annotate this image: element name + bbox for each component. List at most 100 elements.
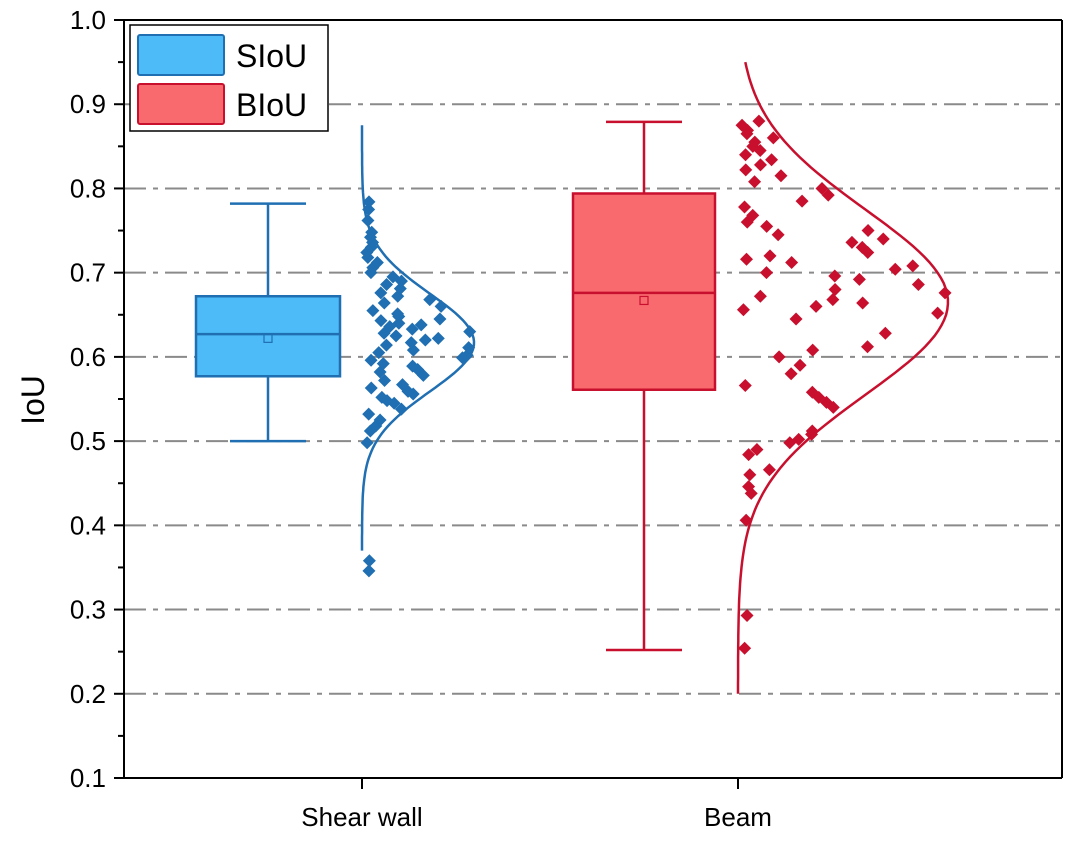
data-point [906, 259, 920, 273]
density-curve [360, 125, 476, 551]
data-point [392, 316, 406, 330]
data-point [738, 200, 752, 214]
legend: SIoU BIoU [129, 24, 329, 132]
data-point [938, 286, 952, 300]
data-point [434, 299, 448, 313]
data-point [404, 336, 418, 350]
data-point [748, 135, 762, 149]
data-point [828, 269, 842, 283]
data-point [735, 118, 749, 132]
data-point [878, 326, 892, 340]
data-point [405, 322, 419, 336]
data-point [739, 163, 753, 177]
data-point [379, 338, 393, 352]
data-point [789, 312, 803, 326]
data-point [736, 303, 750, 317]
legend-label-biou: BIoU [236, 87, 307, 123]
data-point [366, 304, 380, 318]
data-point [861, 224, 875, 238]
data-point [376, 357, 390, 371]
data-point [362, 407, 376, 421]
y-tick-label: 0.9 [70, 89, 106, 119]
data-point [370, 256, 384, 270]
data-point [360, 436, 374, 450]
y-tick-label: 0.2 [70, 679, 106, 709]
axes [114, 19, 1063, 789]
data-point [739, 513, 753, 527]
data-point [856, 296, 870, 310]
data-point [815, 181, 829, 195]
data-point [463, 325, 477, 339]
series-biou [571, 61, 952, 694]
mean-marker [263, 333, 273, 343]
data-point [373, 413, 387, 427]
x-tick-label: Shear wall [301, 802, 422, 832]
data-point [805, 424, 819, 438]
series-siou [194, 125, 477, 578]
legend-label-siou: SIoU [236, 38, 307, 74]
data-point [414, 318, 428, 332]
data-point [888, 262, 902, 276]
data-point [374, 314, 388, 328]
data-point [852, 272, 866, 286]
data-point [740, 608, 754, 622]
data-point [753, 289, 767, 303]
data-point [738, 379, 752, 393]
data-point [746, 208, 760, 222]
data-point [759, 266, 773, 280]
data-point [740, 252, 754, 266]
data-point [861, 340, 875, 354]
data-point [362, 203, 376, 216]
mean-marker [639, 295, 649, 306]
data-point [433, 312, 447, 326]
data-point [364, 381, 378, 395]
data-point [386, 270, 400, 284]
y-tick-label: 0.7 [70, 258, 106, 288]
y-axis-title: IoU [15, 375, 51, 425]
data-point [845, 235, 859, 249]
data-point [375, 390, 389, 404]
data-point [738, 641, 752, 655]
data-point [741, 123, 755, 137]
data-point [431, 331, 445, 345]
data-point [377, 296, 391, 310]
x-tick-label: Beam [704, 802, 772, 832]
data-point [742, 448, 756, 462]
data-point [806, 343, 820, 357]
density-curve [736, 61, 950, 694]
y-tick-label: 0.1 [70, 763, 106, 793]
data-point [793, 358, 807, 372]
data-point [462, 341, 476, 355]
data-point [389, 329, 403, 343]
data-point [753, 158, 767, 172]
data-point [855, 240, 869, 254]
data-point [743, 468, 757, 482]
box-iqr [194, 294, 342, 378]
y-tick-label: 0.3 [70, 595, 106, 625]
data-point [406, 359, 420, 373]
data-point [774, 169, 788, 183]
data-point [765, 153, 779, 167]
data-point [391, 307, 405, 321]
y-tick-label: 0.5 [70, 426, 106, 456]
data-point [364, 353, 378, 367]
series-layer [194, 61, 952, 694]
data-point [742, 480, 756, 494]
legend-swatch-biou [137, 83, 225, 125]
data-point [372, 346, 386, 360]
y-tick-label: 0.8 [70, 173, 106, 203]
y-tick-label: 0.6 [70, 342, 106, 372]
data-point [362, 195, 376, 209]
data-point [396, 378, 410, 392]
data-point [795, 194, 809, 208]
data-point [750, 443, 764, 457]
legend-swatch-siou [137, 34, 225, 76]
data-point [911, 277, 925, 291]
data-point [762, 463, 776, 477]
data-point [374, 286, 388, 300]
data-point [760, 219, 774, 233]
data-point [365, 225, 379, 239]
data-point [752, 114, 766, 128]
data-point [772, 350, 786, 364]
